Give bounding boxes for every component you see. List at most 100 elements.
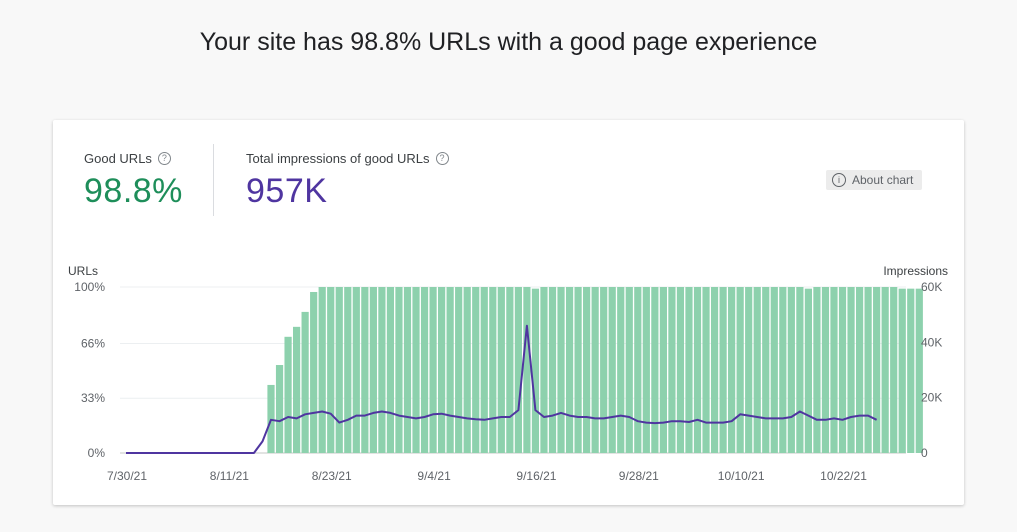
chart-bar [847,287,855,453]
chart-bar [855,287,864,453]
x-tick-label: 8/11/21 [210,469,249,483]
chart-bar [685,287,693,453]
chart-bar [420,287,429,453]
chart-bar [378,287,386,453]
left-tick-label: 66% [81,336,105,350]
chart-bar [531,288,540,453]
chart-bar [736,287,744,453]
chart-bar [625,287,633,453]
chart-bar [412,287,420,453]
chart-bar [344,287,352,453]
x-tick-label: 9/16/21 [516,469,556,483]
good-urls-label: Good URLs [84,151,152,166]
chart-bar [907,288,915,453]
chart-svg: URLs Impressions 100% 66% 33% 0% 60K 40K 20K 0 7/3… [68,264,948,483]
left-axis-title: URLs [68,264,98,278]
x-tick-label: 10/22/21 [820,469,867,483]
chart-bar [480,287,488,453]
chart-bar [446,287,454,453]
chart-bar [591,287,599,453]
chart-bar [489,287,497,453]
chart-bar [335,287,343,453]
chart-bar [770,287,778,453]
chart-bar [676,287,685,453]
chart-bar [762,287,770,453]
page-headline: Your site has 98.8% URLs with a good pag… [199,28,818,56]
chart-bar [634,287,642,453]
chart-bar [403,287,412,453]
chart-bar [523,287,531,453]
chart-bar [702,287,710,453]
chart-bar [455,287,463,453]
right-tick-label: 0 [921,446,928,460]
chart-bar [651,287,659,453]
metric-divider [213,144,214,216]
chart-bar [301,311,309,453]
chart-bar [745,287,753,453]
x-tick-label: 8/23/21 [312,469,352,483]
impressions-line [126,324,878,454]
chart-bar [728,287,736,453]
right-axis-title: Impressions [883,264,948,278]
chart-bar [600,287,608,453]
chart-bar [753,287,761,453]
chart-bar [557,287,565,453]
x-tick-label: 9/4/21 [417,469,451,483]
chart-bar [429,287,437,453]
chart-bar [438,287,446,453]
about-chart-label: About chart [852,173,914,187]
chart-bar [693,287,702,453]
good-urls-value: 98.8% [84,172,183,210]
chart-bar [565,287,574,453]
chart-bar [642,287,650,453]
chart-bar [796,287,804,453]
chart-bar [463,287,471,453]
chart-bar [293,326,301,453]
chart-bar [361,287,369,453]
chart-bar [540,287,548,453]
chart-bar [813,287,821,453]
chart-bar [779,287,787,453]
chart-bar [787,287,795,453]
chart-bar [873,287,881,453]
chart-card: Good URLs ? 98.8% Total impressions of g… [53,120,964,505]
chart-bar [352,287,360,453]
chart-bar [310,291,318,453]
x-tick-label: 9/28/21 [619,469,659,483]
left-tick-label: 33% [81,391,105,405]
chart-bar [327,287,335,453]
chart-bar [318,287,326,453]
chart-bar [719,287,727,453]
chart-bar [497,287,505,453]
chart-bar [395,287,403,453]
right-tick-label: 20K [921,391,942,405]
chart-bar [386,287,395,453]
help-icon[interactable]: ? [435,152,449,165]
chart-bar [864,287,872,453]
chart-bar [838,287,847,453]
right-tick-label: 60K [921,280,942,294]
chart-bar [710,287,719,453]
chart-bar [275,365,284,453]
info-icon: i [832,173,846,187]
left-tick-label: 100% [74,280,105,294]
chart-bar [548,287,557,453]
x-tick-label: 7/30/21 [107,469,147,483]
left-tick-label: 0% [88,446,106,460]
chart-bar [617,287,625,453]
chart-bar [608,287,616,453]
good-urls-metric[interactable]: Good URLs ? 98.8% [84,151,183,211]
chart-bar [890,287,898,453]
impressions-metric[interactable]: Total impressions of good URLs ? 957K [246,151,449,211]
chart-bar [506,287,514,453]
chart-bar [821,287,830,453]
chart-bar [668,287,676,453]
about-chart-button[interactable]: i About chart [826,170,923,190]
help-icon[interactable]: ? [157,152,171,165]
chart-bar [830,287,838,453]
chart-bar [369,287,377,453]
impressions-value: 957K [246,172,328,210]
chart-bar [804,288,812,453]
chart-bar [659,287,667,453]
chart-bar [472,287,480,453]
